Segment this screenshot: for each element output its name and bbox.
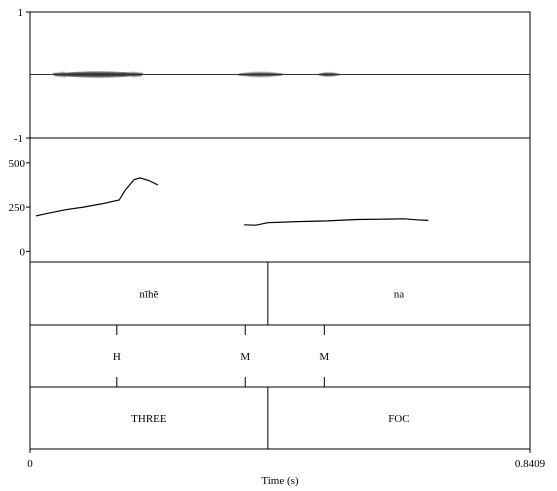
tier-2 [29,324,531,388]
pitch-contour-2 [244,218,429,226]
waveform-top-label: 1 [18,7,24,19]
pitch-tick-label: 500 [9,158,26,170]
pitch-tick-label: 0 [20,246,26,258]
x-axis-label: Time (s) [261,475,299,487]
tier-3 [29,386,531,450]
waveform-bottom-label: -1 [14,133,23,145]
tier-interval-label: na [394,289,405,301]
pitch-tick-label: 250 [9,202,26,214]
x-tick-label-end: 0.8409 [515,458,546,470]
pitch-panel [29,137,531,263]
tier-interval-label: THREE [131,413,167,425]
tier-1 [29,261,531,326]
pitch-axis: 500 250 0 [9,158,30,258]
tier-interval-label: nīhē [139,289,158,301]
tier-point-label: M [240,351,250,363]
tier-point-label: H [113,351,121,363]
tier-point-label: M [319,351,329,363]
tier-interval-label: FOC [388,413,409,425]
x-tick-label-start: 0 [27,458,33,470]
waveform-layer [29,71,531,78]
tier-layer: nīhē na H M M THREE FOC [29,261,531,450]
pitch-layer [35,177,429,226]
waveform-trace [29,71,531,78]
pitch-contour-1 [35,177,159,217]
